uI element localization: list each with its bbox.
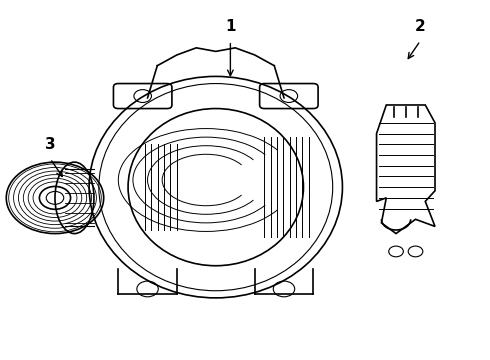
Text: 1: 1 <box>225 19 236 34</box>
Text: 3: 3 <box>45 137 55 152</box>
Text: 2: 2 <box>415 19 426 34</box>
